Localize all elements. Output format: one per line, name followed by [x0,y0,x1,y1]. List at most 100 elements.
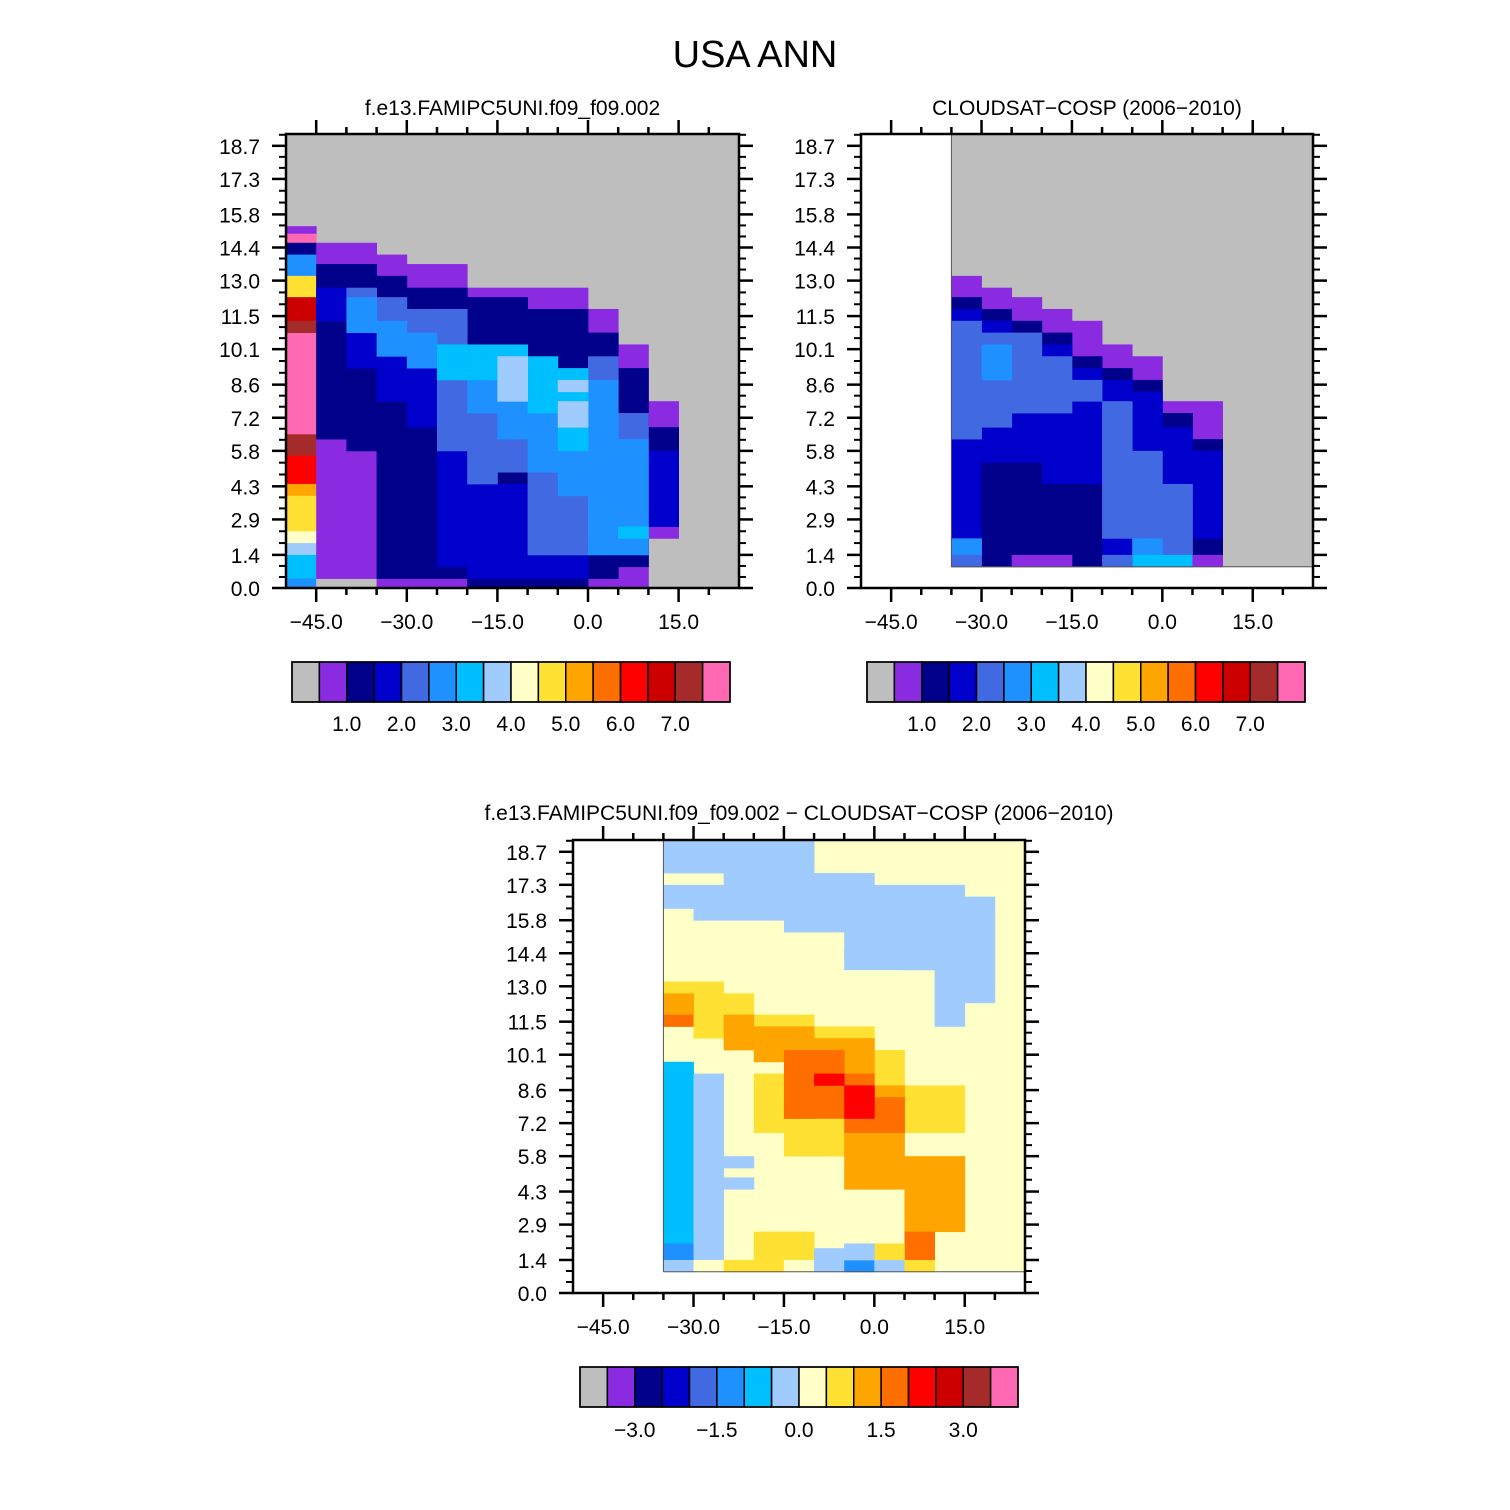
heatmap-cell [723,1156,755,1169]
colorbar-label: 7.0 [1236,713,1265,736]
heatmap-cell [406,368,438,428]
y-tick-label: 14.4 [794,238,835,261]
heatmap-cell [588,379,619,556]
colorbar-label: 3.0 [442,713,471,736]
heatmap-cell [286,434,317,456]
y-tick-label: 2.9 [518,1215,547,1238]
colorbar-swatch [579,1366,609,1408]
y-tick-label: 13.0 [506,976,547,999]
heatmap-cell [844,1259,875,1273]
heatmap-cell [981,462,1043,556]
y-tick-label: 4.3 [231,476,260,499]
heatmap-cell [934,896,996,1004]
colorbar-swatch [661,1366,691,1408]
heatmap-cell [376,320,408,357]
heatmap-cell [618,526,649,539]
x-tick-label: 0.0 [860,1316,889,1339]
colorbar-swatch [592,661,622,703]
heatmap-cell [783,1118,845,1157]
y-tick-label: 14.4 [506,943,547,966]
heatmap-cell [1102,401,1133,539]
panel-model: f.e13.FAMIPC5UNI.f09_f09.002 −45.0 −30.0 −1… [219,97,753,736]
heatmap-cell [467,379,498,414]
heatmap-cell [437,368,468,452]
heatmap-cell [286,483,317,497]
heatmap-cell [1041,356,1073,414]
colorbar-swatch [701,661,731,703]
y-tick-label: 5.8 [231,441,260,464]
heatmap-cell [286,543,317,556]
y-tick-label: 10.1 [794,339,835,362]
heatmap-cell [753,1231,815,1261]
colorbar-swatch [1140,661,1169,703]
panel-title: f.e13.FAMIPC5UNI.f09_f09.002 [365,97,660,120]
colorbar-swatch [975,661,1005,703]
colorbar-swatch [853,1366,882,1408]
y-tick-label: 11.5 [796,306,835,329]
y-tick-label: 1.4 [806,545,836,568]
colorbar-swatch [893,661,923,703]
heatmap-cell [693,884,785,921]
heatmap-cell [951,320,982,440]
x-tick-label: 0.0 [573,611,602,634]
colorbar-swatch [674,661,704,703]
heatmap-cell [663,884,694,909]
y-tick-label: 0.0 [231,578,260,601]
heatmap-cell [497,439,528,473]
heatmap-cell [663,1243,694,1261]
x-tick-label: −15.0 [757,1316,810,1339]
colorbar-swatch [743,1366,773,1408]
heatmap-cell [951,554,982,568]
heatmap-cell [286,554,317,579]
heatmap-cell [783,873,875,933]
heatmap-cell [951,538,982,556]
heatmap-cell [844,948,875,961]
colorbar-swatch [455,661,485,703]
heatmap-cell [588,356,619,381]
heatmap-cell [286,320,317,334]
heatmap-cell [1102,554,1133,568]
heatmap-cell [844,1085,875,1119]
colorbar-swatch [565,661,594,703]
heatmap-cell [904,1085,966,1133]
heatmap-cell [346,287,377,298]
y-tick-label: 11.5 [508,1012,547,1035]
y-tick-label: 18.7 [219,136,260,159]
heatmap-cell [437,344,498,381]
colorbar-swatch [634,1366,663,1408]
y-tick-label: 18.7 [794,136,835,159]
colorbar-swatch [1003,661,1032,703]
heatmap-cell [693,1259,725,1273]
x-tick-label: 15.0 [944,1316,985,1339]
heatmap-cell [1162,483,1193,556]
colorbar-label: 5.0 [1126,713,1155,736]
heatmap-cell [346,297,377,334]
heatmap-cell [1192,450,1223,539]
heatmap-cell [844,1118,875,1133]
x-tick-label: −45.0 [577,1316,630,1339]
colorbar-swatch [482,661,512,703]
heatmap-cells [286,134,739,588]
colorbar-frame [291,661,731,703]
heatmap-cell [406,332,438,369]
y-tick-label: 4.3 [806,476,835,499]
colorbar-swatch [935,1366,964,1408]
heatmap-cell [527,554,589,579]
heatmap-cell [663,1014,694,1027]
heatmap-cells [663,840,1025,1273]
heatmap-cell [693,1073,725,1261]
heatmap-cells [951,134,1313,568]
colorbar-swatch [962,1366,992,1408]
heatmap-cell [723,1177,755,1190]
heatmap-cell [286,242,317,255]
heatmap-cell [1132,554,1193,568]
heatmap-cell [981,344,1013,381]
colorbar-label: 7.0 [661,713,690,736]
y-tick-label: 17.3 [794,169,835,192]
colorbar-swatch [428,661,457,703]
heatmap-cell [753,1073,785,1133]
colorbar-swatch [770,1366,800,1408]
colorbar-label: 6.0 [606,713,635,736]
heatmap-cell [286,578,317,588]
